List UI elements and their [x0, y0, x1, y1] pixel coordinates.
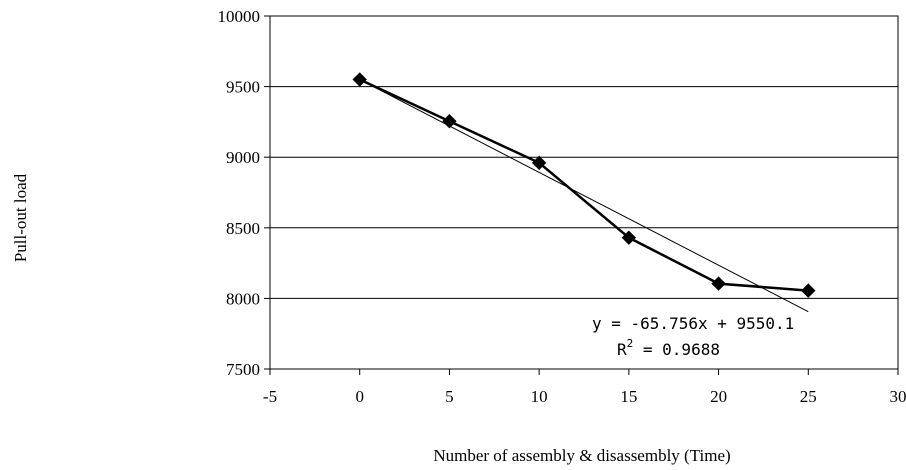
- y-tick-label: 8000: [226, 289, 260, 308]
- y-tick-label: 8500: [226, 219, 260, 238]
- data-point: [801, 283, 816, 298]
- y-tick-label: 9500: [226, 78, 260, 97]
- series-markers: [352, 72, 816, 298]
- y-tick-label: 10000: [218, 7, 261, 26]
- x-axis-title: Number of assembly & disassembly (Time): [433, 446, 730, 465]
- x-tick-label: 10: [531, 387, 548, 406]
- data-point: [711, 276, 726, 291]
- trendline: [359, 79, 809, 313]
- x-tick-label: 5: [445, 387, 454, 406]
- trendline-r-squared: R2 = 0.9688: [617, 337, 720, 359]
- series-line: [359, 78, 809, 292]
- x-tick-label: 20: [710, 387, 727, 406]
- gridlines: [270, 15, 898, 370]
- y-axis-title: Pull-out load: [11, 173, 30, 262]
- trendline-equation: y = -65.756x + 9550.1: [592, 314, 794, 333]
- data-point: [442, 113, 457, 129]
- data-point: [352, 72, 367, 87]
- x-tick-label: 0: [355, 387, 364, 406]
- x-tick-label: -5: [263, 387, 277, 406]
- x-axis-ticks: -5 0 5 10 15 20 25 30: [263, 369, 906, 406]
- x-tick-label: 25: [800, 387, 817, 406]
- y-axis-ticks: 7500 8000 8500 9000 9500 10000: [218, 7, 270, 379]
- data-point: [621, 230, 637, 245]
- x-tick-label: 30: [890, 387, 906, 406]
- plot-area-frame: [269, 15, 899, 370]
- y-tick-label: 9000: [226, 148, 260, 167]
- y-tick-label: 7500: [226, 360, 260, 379]
- x-tick-label: 15: [620, 387, 637, 406]
- data-point: [531, 155, 547, 171]
